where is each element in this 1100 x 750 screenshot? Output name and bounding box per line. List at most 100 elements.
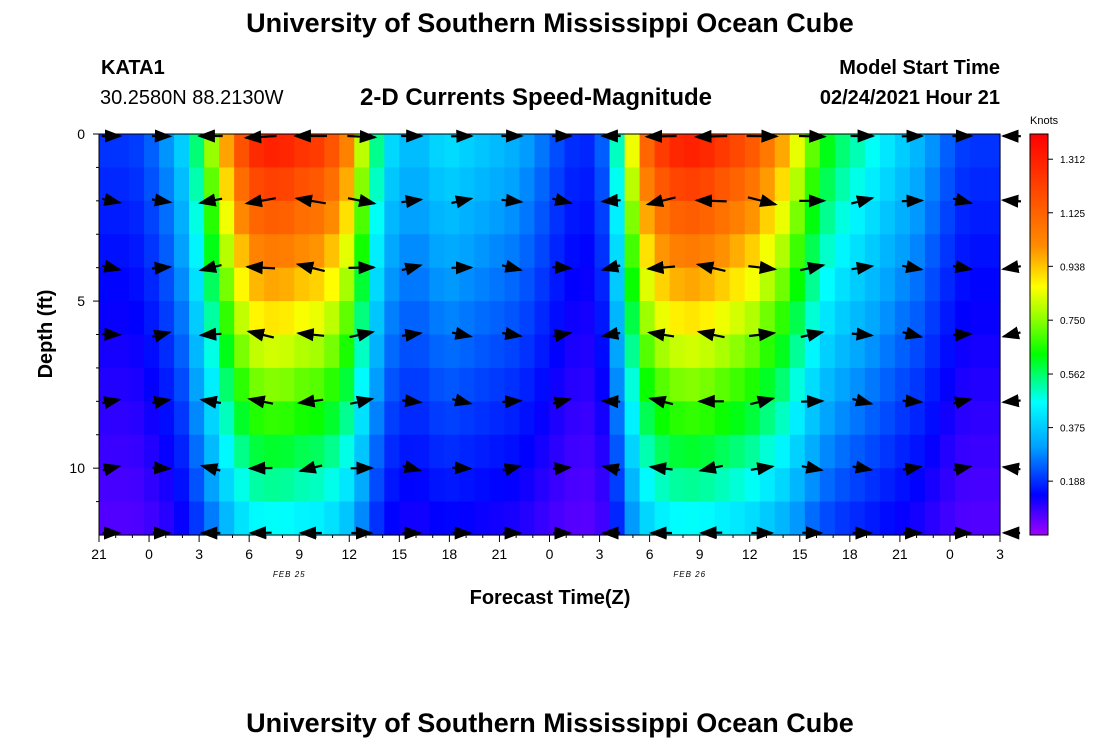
heatmap-cell <box>714 434 731 469</box>
heatmap-cell <box>429 367 445 402</box>
heatmap-cell <box>894 501 911 536</box>
heatmap-cell <box>354 234 370 269</box>
heatmap-cell <box>159 367 175 402</box>
heatmap-cell <box>114 401 130 436</box>
heatmap-cell <box>609 267 626 302</box>
current-vector <box>402 394 423 408</box>
heatmap-cell <box>489 434 506 469</box>
heatmap-cell <box>804 134 821 169</box>
heatmap-cell <box>729 334 746 369</box>
heatmap-cell <box>129 434 145 469</box>
heatmap-cell <box>864 334 881 369</box>
heatmap-cell <box>864 167 881 202</box>
heatmap-cell <box>624 334 641 369</box>
heatmap-cell <box>474 167 491 202</box>
heatmap-cell <box>819 134 836 169</box>
heatmap-cell <box>159 434 175 469</box>
heatmap-cell <box>774 401 791 436</box>
heatmap-cell <box>969 434 986 469</box>
current-vector <box>102 259 122 273</box>
heatmap-cell <box>909 200 926 235</box>
heatmap-cell <box>759 334 776 369</box>
heatmap-cell <box>789 501 806 536</box>
heatmap-cell <box>204 468 220 503</box>
heatmap-cell <box>639 234 656 269</box>
heatmap-cell <box>114 267 130 302</box>
heatmap-cell <box>204 134 220 169</box>
heatmap-cell <box>714 501 731 536</box>
heatmap-cell <box>654 334 671 369</box>
heatmap-cell <box>759 134 776 169</box>
heatmap-cell <box>984 401 1001 436</box>
current-vector <box>1001 462 1021 476</box>
heatmap-cell <box>339 200 355 235</box>
current-vector <box>645 194 676 207</box>
heatmap-cell <box>969 167 986 202</box>
current-vector <box>151 261 173 275</box>
heatmap-cell <box>549 267 566 302</box>
heatmap-cell <box>939 200 956 235</box>
heatmap-cell <box>984 301 1001 336</box>
heatmap-cell <box>714 334 731 369</box>
heatmap-cell <box>624 267 641 302</box>
heatmap-cell <box>534 167 551 202</box>
heatmap-cell <box>189 334 205 369</box>
heatmap-cell <box>864 134 881 169</box>
heatmap-cell <box>729 167 746 202</box>
heatmap-cell <box>429 401 445 436</box>
heatmap-cell <box>489 401 506 436</box>
heatmap-cell <box>969 134 986 169</box>
current-vector <box>801 394 825 409</box>
current-vector <box>102 327 122 341</box>
current-vector <box>245 261 276 275</box>
heatmap-cell <box>249 334 265 369</box>
current-vector <box>696 328 725 342</box>
heatmap-cell <box>594 234 611 269</box>
heatmap-cell <box>339 334 355 369</box>
heatmap-cell <box>234 301 250 336</box>
heatmap-cell <box>849 468 866 503</box>
heatmap-cell <box>639 334 656 369</box>
heatmap-cell <box>669 334 686 369</box>
heatmap-cell <box>159 468 175 503</box>
heatmap-cell <box>189 301 205 336</box>
heatmap-cell <box>864 434 881 469</box>
heatmap-cell <box>579 234 596 269</box>
heatmap-cell <box>834 234 851 269</box>
heatmap-cell <box>324 468 340 503</box>
heatmap-cell <box>969 334 986 369</box>
current-vector <box>852 393 874 407</box>
heatmap-cell <box>699 334 716 369</box>
heatmap-cell <box>939 334 956 369</box>
current-vector <box>501 259 523 273</box>
heatmap-cell <box>654 134 671 169</box>
heatmap-cell <box>654 434 671 469</box>
heatmap-cell <box>879 434 896 469</box>
current-vector <box>401 262 423 276</box>
current-vector <box>247 395 274 409</box>
heatmap-cell <box>774 501 791 536</box>
colorbar-scale <box>1029 133 1049 536</box>
x-tick-label: 21 <box>91 546 107 562</box>
heatmap-cell <box>309 501 325 536</box>
heatmap-cell <box>459 167 476 202</box>
heatmap-cell <box>564 334 581 369</box>
heatmap-cell <box>324 401 340 436</box>
heatmap-cell <box>474 501 491 536</box>
heatmap-cell <box>564 434 581 469</box>
x-tick-label: 15 <box>792 546 808 562</box>
heatmap-cell <box>309 434 325 469</box>
heatmap-cell <box>534 401 551 436</box>
heatmap-cell <box>894 167 911 202</box>
heatmap-cell <box>234 234 250 269</box>
heatmap-cell <box>729 234 746 269</box>
heatmap-cell <box>699 468 716 503</box>
y-axis-label: Depth (ft) <box>35 290 57 379</box>
heatmap-cell <box>249 401 265 436</box>
heatmap-cell <box>549 134 566 169</box>
current-vector <box>601 463 621 477</box>
current-vector <box>451 326 473 340</box>
heatmap-cell <box>879 501 896 536</box>
heatmap-cell <box>819 367 836 402</box>
heatmap-cell <box>924 367 941 402</box>
